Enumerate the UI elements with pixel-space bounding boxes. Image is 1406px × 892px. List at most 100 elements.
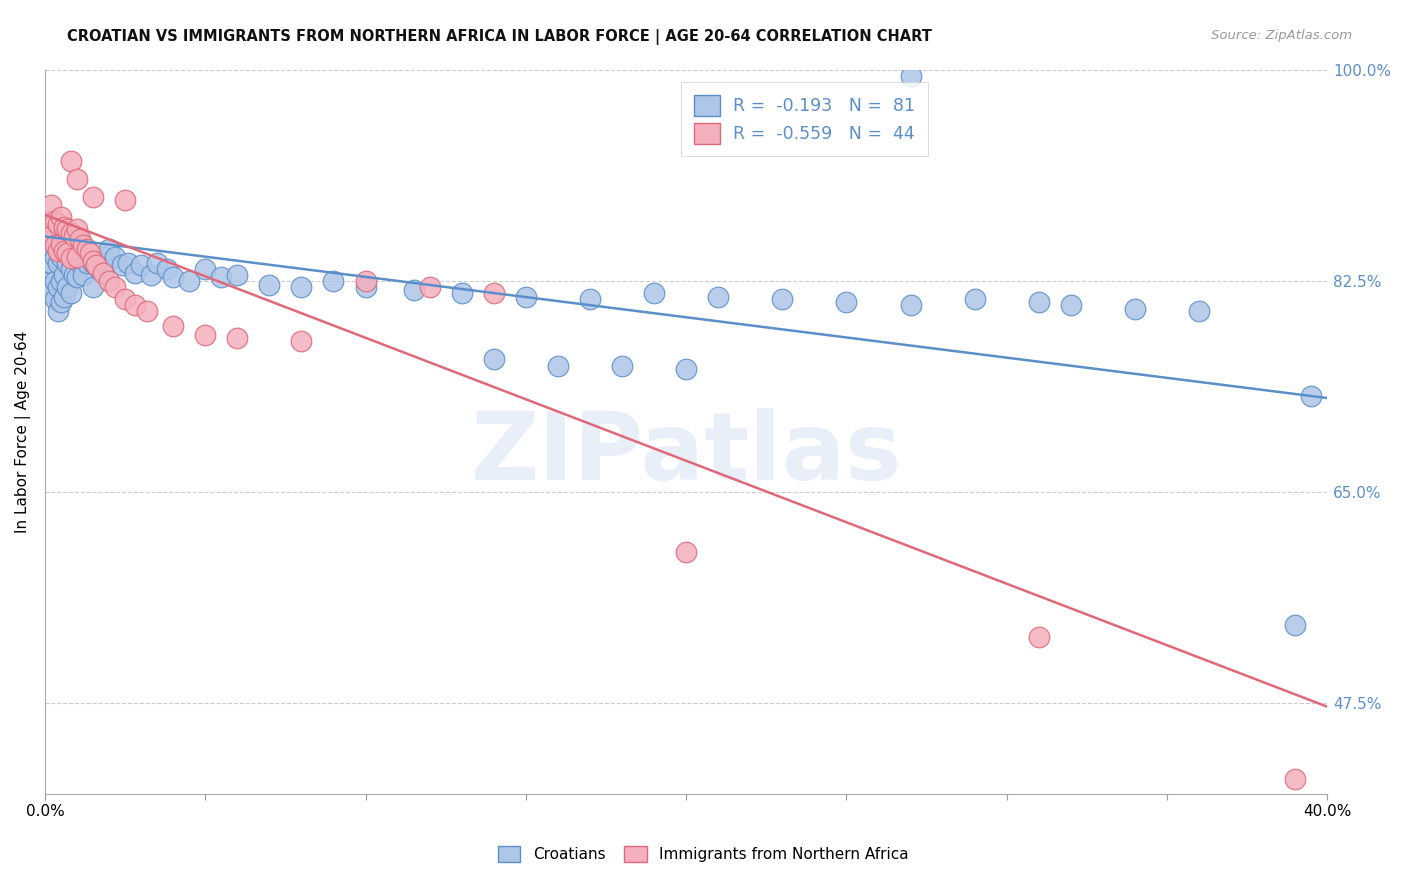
Point [124, 298, 146, 312]
Point [963, 292, 986, 306]
Point [91, 250, 114, 264]
Point [98, 242, 121, 256]
Point [62, 244, 84, 258]
Point [770, 292, 793, 306]
Point [49, 294, 72, 309]
Point [354, 280, 377, 294]
Point [66, 270, 89, 285]
Point [66, 222, 89, 236]
Point [707, 290, 730, 304]
Text: ZIPatlas: ZIPatlas [471, 408, 901, 500]
Point [53, 244, 76, 258]
Point [49, 274, 72, 288]
Point [49, 226, 72, 240]
Point [91, 266, 114, 280]
Point [129, 259, 152, 273]
Point [56, 246, 79, 260]
Point [450, 286, 472, 301]
Point [46, 244, 69, 258]
Point [111, 259, 134, 273]
Point [76, 242, 98, 256]
Point [37, 214, 59, 228]
Text: Source: ZipAtlas.com: Source: ZipAtlas.com [1212, 29, 1353, 42]
Point [44, 238, 66, 252]
Point [66, 250, 89, 264]
Point [84, 259, 107, 273]
Point [94, 256, 117, 270]
Point [82, 256, 104, 270]
Point [547, 359, 569, 373]
Point [49, 236, 72, 251]
Point [66, 171, 89, 186]
Point [194, 262, 217, 277]
Point [56, 222, 79, 236]
Point [84, 259, 107, 273]
Point [124, 266, 146, 280]
Point [162, 270, 184, 285]
Point [49, 210, 72, 224]
Point [39, 229, 62, 244]
Point [1284, 772, 1306, 786]
Point [59, 226, 82, 240]
Point [290, 280, 312, 294]
Point [62, 268, 84, 282]
Point [515, 290, 537, 304]
Point [59, 153, 82, 168]
Point [419, 280, 441, 294]
Point [56, 256, 79, 270]
Point [46, 256, 69, 270]
Point [44, 232, 66, 246]
Point [104, 280, 127, 294]
Point [139, 268, 162, 282]
Point [162, 318, 184, 333]
Point [322, 274, 344, 288]
Point [1188, 304, 1211, 318]
Point [194, 328, 217, 343]
Point [82, 253, 104, 268]
Point [59, 251, 82, 265]
Point [59, 236, 82, 251]
Point [354, 274, 377, 288]
Point [900, 298, 922, 312]
Point [44, 274, 66, 288]
Point [675, 545, 697, 559]
Point [259, 277, 281, 292]
Point [46, 280, 69, 294]
Point [89, 262, 111, 277]
Point [37, 256, 59, 270]
Point [1060, 298, 1083, 312]
Point [69, 256, 91, 270]
Point [114, 292, 136, 306]
Point [900, 69, 922, 83]
Legend: Croatians, Immigrants from Northern Africa: Croatians, Immigrants from Northern Afri… [492, 839, 914, 868]
Point [76, 256, 98, 270]
Point [156, 262, 179, 277]
Point [72, 244, 94, 258]
Point [53, 290, 76, 304]
Point [136, 304, 159, 318]
Point [53, 244, 76, 258]
Point [46, 304, 69, 318]
Point [1028, 630, 1050, 644]
Point [179, 274, 201, 288]
Point [59, 262, 82, 277]
Point [579, 292, 602, 306]
Point [1028, 294, 1050, 309]
Point [46, 238, 69, 252]
Point [49, 250, 72, 264]
Point [1284, 617, 1306, 632]
Point [44, 250, 66, 264]
Point [226, 268, 249, 282]
Text: CROATIAN VS IMMIGRANTS FROM NORTHERN AFRICA IN LABOR FORCE | AGE 20-64 CORRELATI: CROATIAN VS IMMIGRANTS FROM NORTHERN AFR… [67, 29, 932, 45]
Point [69, 235, 91, 249]
Point [114, 194, 136, 208]
Point [53, 219, 76, 234]
Point [39, 286, 62, 301]
Point [117, 256, 139, 270]
Point [79, 246, 101, 260]
Point [56, 235, 79, 249]
Point [98, 274, 121, 288]
Point [53, 268, 76, 282]
Point [72, 268, 94, 282]
Point [69, 232, 91, 246]
